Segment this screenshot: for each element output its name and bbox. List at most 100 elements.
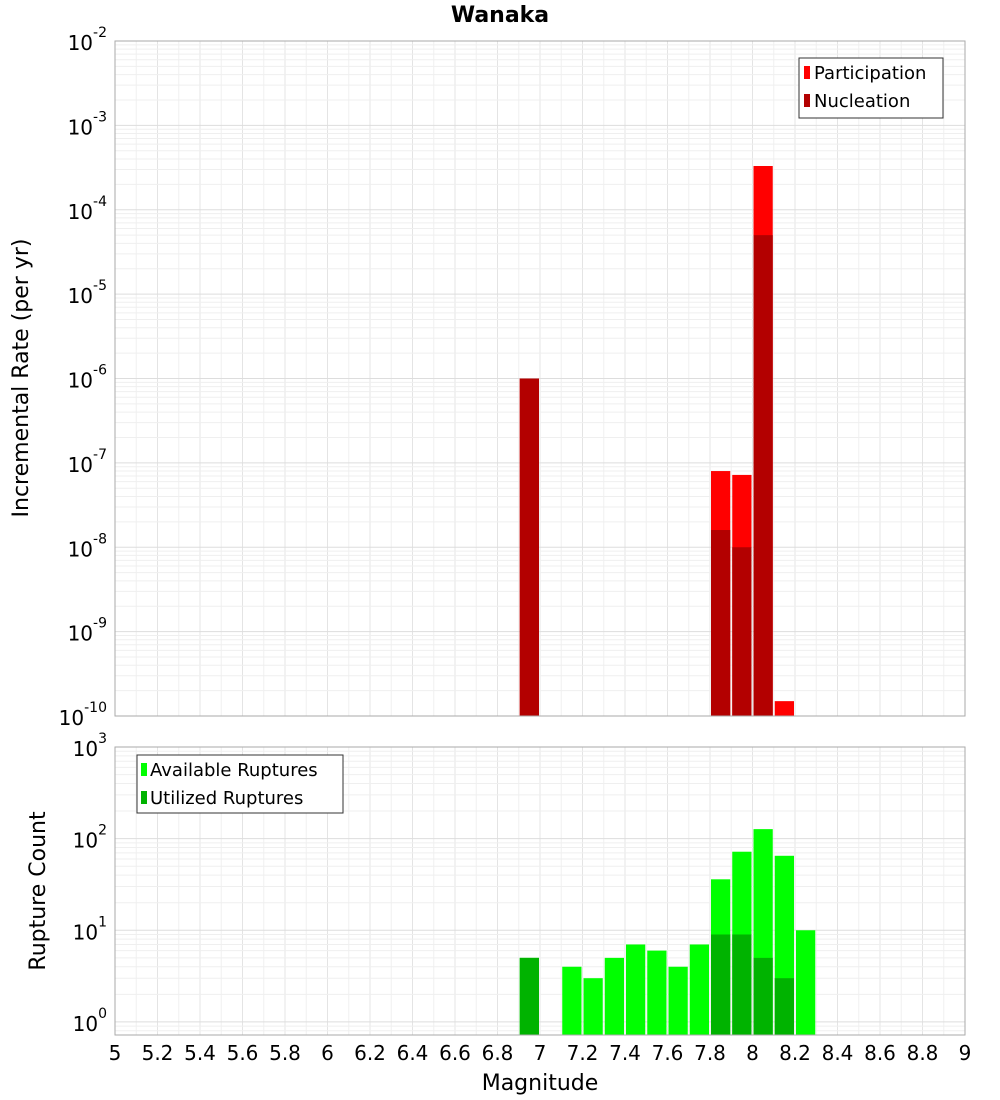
y-tick-base: 10 xyxy=(68,200,93,224)
y-tick-label: 101 xyxy=(73,914,107,944)
legend-swatch-nucleation xyxy=(804,94,810,107)
y-tick-base: 10 xyxy=(68,622,93,646)
y-tick-exponent: -3 xyxy=(93,109,107,125)
y-tick-base: 10 xyxy=(68,453,93,477)
x-tick-label: 7.8 xyxy=(694,1041,726,1065)
top-bars xyxy=(519,166,794,717)
legend-label-nucleation: Nucleation xyxy=(814,91,910,112)
bar-utilized-ruptures xyxy=(711,934,731,1035)
bar-available-ruptures xyxy=(796,930,816,1035)
y-tick-base: 10 xyxy=(68,369,93,393)
y-tick-base: 10 xyxy=(68,284,93,308)
x-tick-label: 8 xyxy=(746,1041,759,1065)
bar-available-ruptures xyxy=(604,957,624,1035)
legend-label-utilized: Utilized Ruptures xyxy=(150,788,303,809)
y-tick-exponent: 1 xyxy=(98,914,107,930)
x-tick-label: 6 xyxy=(321,1041,334,1065)
x-tick-label: 8.8 xyxy=(907,1041,939,1065)
bottom-bars xyxy=(519,829,816,1035)
y-tick-base: 10 xyxy=(73,920,98,944)
bar-available-ruptures xyxy=(626,944,646,1035)
bottom-legend: Available Ruptures Utilized Ruptures xyxy=(136,754,344,814)
y-tick-exponent: 3 xyxy=(98,731,107,747)
bottom-y-axis-title: Rupture Count xyxy=(26,811,51,971)
bar-utilized-ruptures xyxy=(753,957,773,1035)
y-tick-label: 100 xyxy=(73,1006,107,1036)
legend-swatch-available xyxy=(141,763,147,776)
x-tick-label: 8.4 xyxy=(822,1041,854,1065)
x-tick-label: 6.8 xyxy=(482,1041,514,1065)
x-tick-label: 7.6 xyxy=(652,1041,684,1065)
y-tick-label: 10-5 xyxy=(68,278,107,308)
y-tick-base: 10 xyxy=(59,706,84,730)
y-tick-label: 10-10 xyxy=(59,700,107,730)
y-tick-base: 10 xyxy=(68,115,93,139)
y-tick-base: 10 xyxy=(73,737,98,761)
x-tick-label: 8.2 xyxy=(779,1041,811,1065)
bar-nucleation xyxy=(753,235,773,716)
bottom-plot-border xyxy=(114,746,966,1036)
bar-nucleation xyxy=(519,378,539,716)
y-tick-exponent: -10 xyxy=(84,700,107,716)
legend-swatch-participation xyxy=(804,66,810,79)
x-tick-label: 5 xyxy=(109,1041,122,1065)
y-tick-exponent: -8 xyxy=(93,531,107,547)
chart-title: Wanaka xyxy=(451,3,549,28)
y-tick-base: 10 xyxy=(73,829,98,853)
y-tick-base: 10 xyxy=(73,1012,98,1036)
x-tick-label: 6.6 xyxy=(439,1041,471,1065)
top-grid xyxy=(115,40,965,717)
y-tick-base: 10 xyxy=(68,537,93,561)
y-tick-exponent: -6 xyxy=(93,363,107,379)
y-tick-label: 103 xyxy=(73,731,107,761)
bar-nucleation xyxy=(732,547,752,716)
y-tick-label: 102 xyxy=(73,823,107,853)
bar-available-ruptures xyxy=(583,978,603,1035)
x-tick-label: 5.6 xyxy=(227,1041,259,1065)
y-tick-label: 10-7 xyxy=(68,447,107,477)
x-tick-label: 5.2 xyxy=(142,1041,174,1065)
x-tick-label: 5.8 xyxy=(269,1041,301,1065)
x-tick-label: 6.4 xyxy=(397,1041,429,1065)
legend-swatch-utilized xyxy=(141,791,147,804)
y-tick-label: 10-9 xyxy=(68,616,107,646)
y-tick-exponent: 0 xyxy=(98,1006,107,1022)
top-legend-box xyxy=(798,57,944,119)
bar-utilized-ruptures xyxy=(774,978,794,1035)
y-tick-label: 10-2 xyxy=(68,25,107,55)
bar-utilized-ruptures xyxy=(732,934,752,1035)
y-tick-label: 10-3 xyxy=(68,109,107,139)
legend-label-participation: Participation xyxy=(814,63,926,84)
x-axis-title: Magnitude xyxy=(482,1071,599,1096)
y-tick-exponent: -7 xyxy=(93,447,107,463)
y-tick-exponent: 2 xyxy=(98,823,107,839)
bar-available-ruptures xyxy=(647,950,667,1035)
x-tick-label: 7.4 xyxy=(609,1041,641,1065)
top-plot-border xyxy=(114,40,966,717)
bar-available-ruptures xyxy=(689,944,709,1035)
y-tick-label: 10-6 xyxy=(68,363,108,393)
x-tick-label: 7 xyxy=(534,1041,547,1065)
bottom-legend-box xyxy=(136,754,344,814)
y-tick-label: 10-8 xyxy=(68,531,107,561)
bar-participation xyxy=(774,701,794,716)
bar-available-ruptures xyxy=(668,966,688,1035)
x-tick-labels: 5 5.2 5.4 5.6 5.8 6 6.2 6.4 6.6 6.8 7 7.2 7.4 7.6 7.8 8… xyxy=(109,1041,972,1065)
y-tick-exponent: -5 xyxy=(93,278,107,294)
x-tick-label: 7.2 xyxy=(567,1041,599,1065)
y-tick-exponent: -2 xyxy=(93,25,107,41)
x-tick-label: 9 xyxy=(959,1041,972,1065)
top-y-axis-title: Incremental Rate (per yr) xyxy=(9,239,34,518)
top-legend: Participation Nucleation xyxy=(798,57,944,119)
bar-available-ruptures xyxy=(562,966,582,1035)
y-tick-label: 10-4 xyxy=(68,194,108,224)
y-tick-exponent: -4 xyxy=(93,194,107,210)
legend-label-available: Available Ruptures xyxy=(150,760,318,781)
y-tick-exponent: -9 xyxy=(93,616,107,632)
bar-utilized-ruptures xyxy=(519,957,539,1035)
x-tick-label: 6.2 xyxy=(354,1041,386,1065)
x-tick-label: 5.4 xyxy=(184,1041,216,1065)
y-tick-base: 10 xyxy=(68,31,93,55)
